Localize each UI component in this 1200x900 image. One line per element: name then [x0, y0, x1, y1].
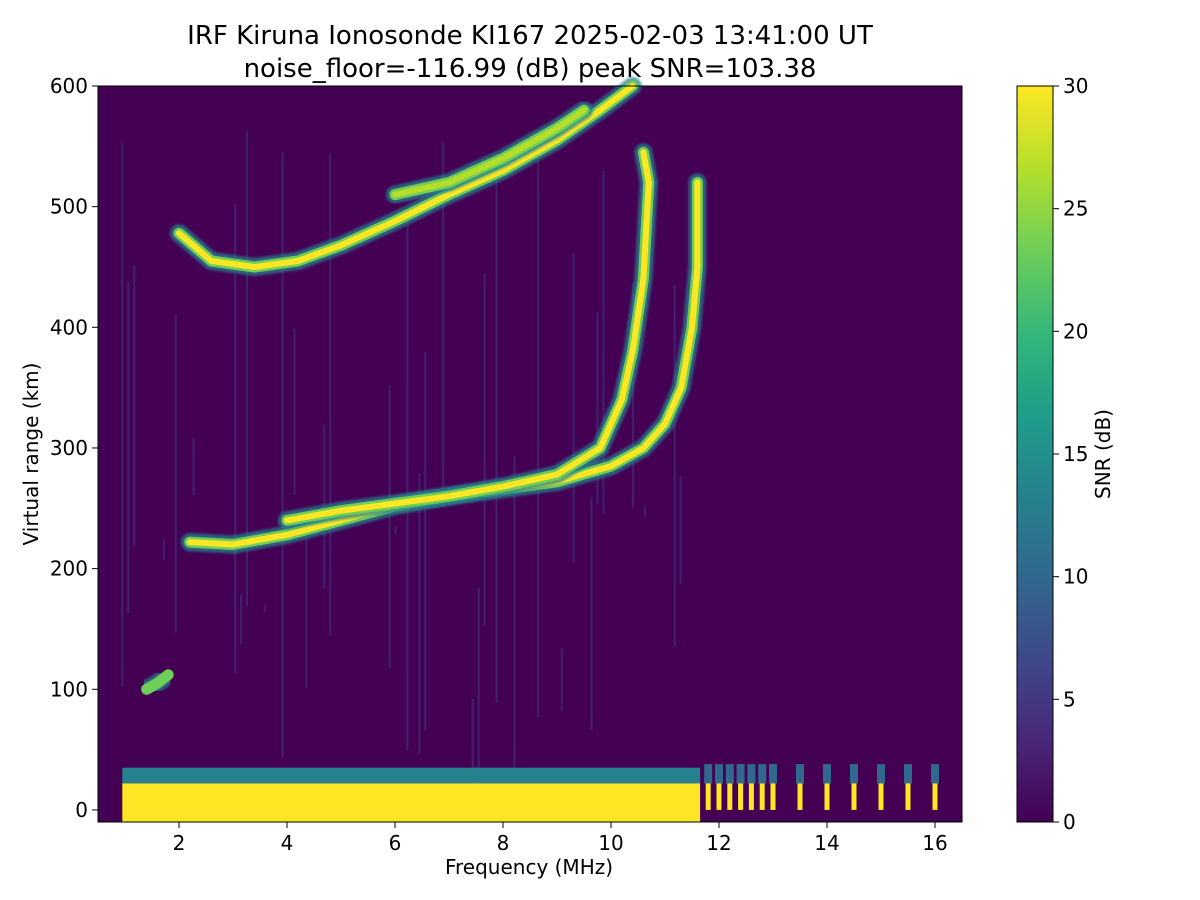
- colorbar-tick-label: 15: [1063, 442, 1088, 466]
- echo-trace: [392, 107, 587, 198]
- y-tick-label: 200: [50, 557, 88, 581]
- ground-spike: [759, 783, 765, 810]
- ground-spike-fringe: [725, 764, 734, 784]
- x-axis: 2 4 6 8 10 12 14 16: [173, 822, 948, 855]
- plot-frame: [97, 85, 963, 823]
- echo-trace: [143, 671, 172, 693]
- ground-spike: [932, 783, 938, 810]
- x-tick-label: 8: [497, 831, 510, 855]
- ground-spike: [770, 783, 776, 810]
- x-axis-label: Frequency (MHz): [445, 855, 613, 879]
- ground-spike-fringe: [796, 764, 804, 784]
- ground-spike-fringe: [904, 764, 912, 784]
- x-tick-label: 2: [173, 831, 186, 855]
- echo-trace: [176, 83, 636, 270]
- x-tick-label: 12: [706, 831, 731, 855]
- ground-band-fringe: [122, 767, 701, 784]
- ground-spike: [797, 783, 803, 810]
- ground-band: [122, 783, 701, 822]
- ground-spike-fringe: [850, 764, 858, 784]
- y-axis-label: Virtual range (km): [19, 363, 43, 546]
- ground-spike-fringe: [877, 764, 885, 784]
- colorbar-tick-label: 5: [1063, 687, 1076, 711]
- x-tick-label: 6: [389, 831, 402, 855]
- chart-title: IRF Kiruna Ionosonde KI167 2025-02-03 13…: [187, 21, 873, 51]
- colorbar-tick-label: 20: [1063, 319, 1088, 343]
- ground-spike: [738, 783, 744, 810]
- ground-spike: [824, 783, 830, 810]
- y-tick-label: 0: [75, 798, 88, 822]
- ground-spike: [748, 783, 754, 810]
- plot-background: [98, 86, 962, 822]
- colorbar-tick-label: 0: [1063, 810, 1076, 834]
- colorbar-tick-label: 10: [1063, 565, 1088, 589]
- ground-spike-fringe: [736, 764, 745, 784]
- colorbar-tick-label: 25: [1063, 197, 1088, 221]
- y-axis: 0 100 200 300 400 500 600: [50, 74, 98, 822]
- plot-area: [97, 77, 963, 823]
- y-tick-label: 500: [50, 195, 88, 219]
- x-tick-label: 14: [814, 831, 839, 855]
- x-tick-label: 4: [281, 831, 294, 855]
- ground-spike-fringe: [769, 764, 777, 784]
- ground-spike-fringe: [747, 764, 756, 784]
- colorbar: 0 5 10 15 20 25 30: [1016, 74, 1088, 834]
- ground-spike: [716, 783, 722, 810]
- colorbar-bar: [1016, 85, 1054, 823]
- y-tick-label: 300: [50, 436, 88, 460]
- ground-spike-fringe: [715, 764, 723, 784]
- ground-spike: [905, 783, 911, 810]
- y-tick-label: 100: [50, 677, 88, 701]
- chart-subtitle: noise_floor=-116.99 (dB) peak SNR=103.38: [244, 54, 817, 84]
- ground-spike-fringe: [704, 764, 713, 784]
- y-tick-label: 400: [50, 315, 88, 339]
- x-tick-label: 16: [922, 831, 947, 855]
- ground-spike-fringe: [931, 764, 939, 784]
- ground-spike: [878, 783, 884, 810]
- x-tick-label: 10: [598, 831, 623, 855]
- colorbar-label: SNR (dB): [1091, 409, 1115, 499]
- ground-spike: [851, 783, 857, 810]
- ground-spike-fringe: [823, 764, 831, 784]
- echo-trace: [284, 149, 652, 524]
- ground-spike: [727, 783, 733, 810]
- ground-spike: [705, 783, 711, 810]
- y-tick-label: 600: [50, 74, 88, 98]
- ground-spike-fringe: [758, 764, 767, 784]
- colorbar-tick-label: 30: [1063, 74, 1088, 98]
